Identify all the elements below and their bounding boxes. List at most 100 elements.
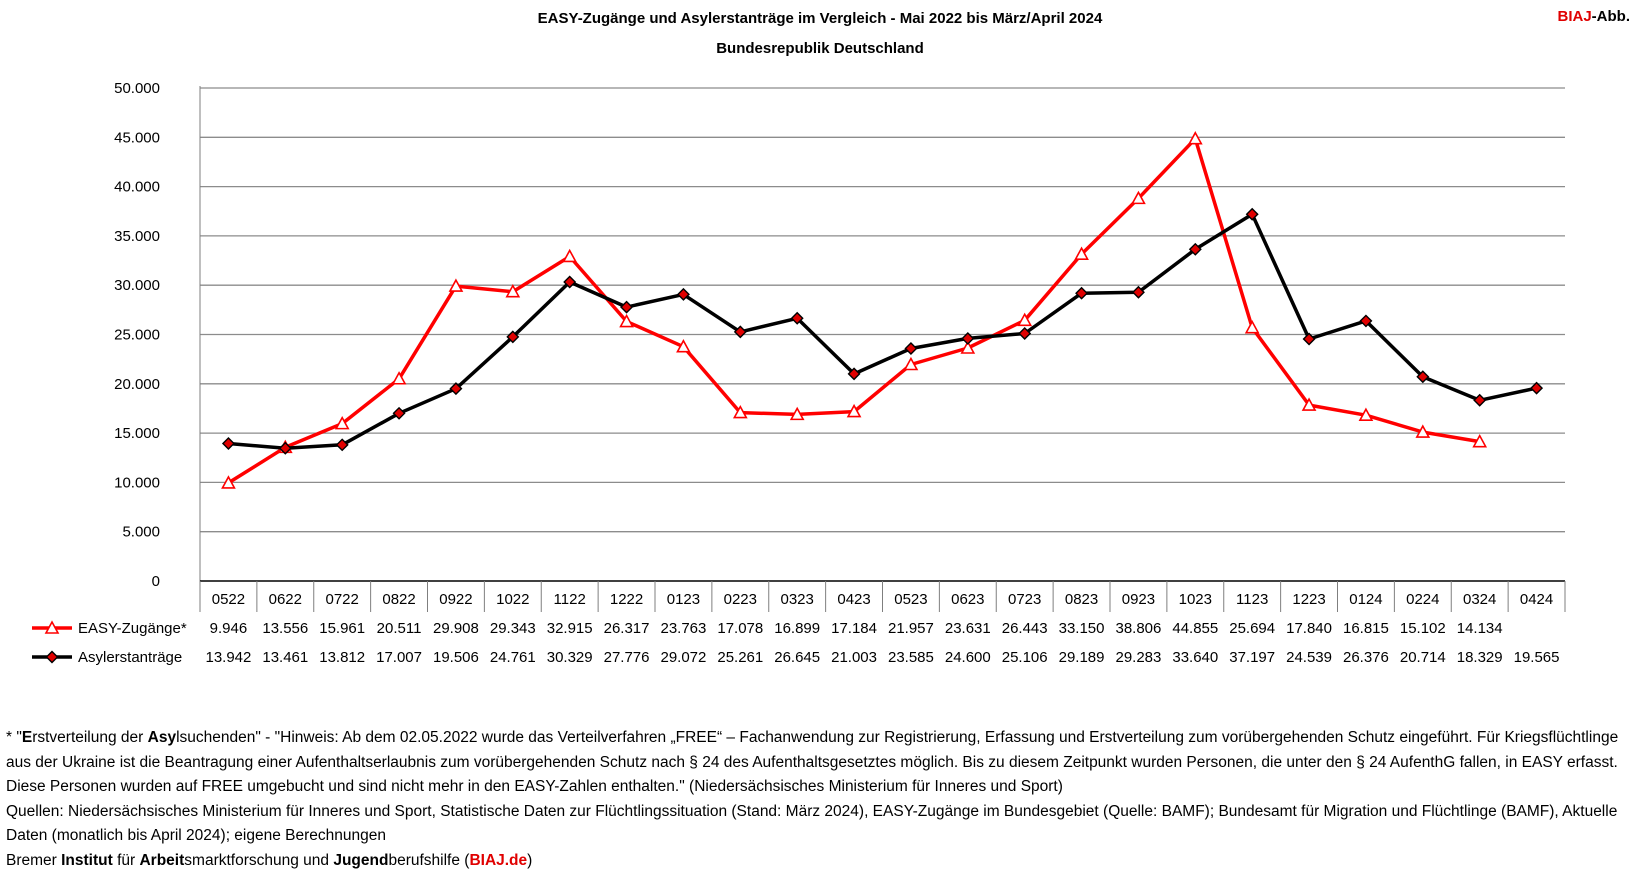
biaj-brand: BIAJ — [1557, 8, 1592, 25]
data-label: 18.329 — [1457, 649, 1503, 666]
marker-triangle — [676, 339, 691, 353]
marker-triangle — [903, 356, 919, 371]
data-label: 29.072 — [660, 649, 706, 666]
inst-text-2: für — [112, 851, 140, 869]
marker-diamond — [1530, 381, 1544, 395]
y-tick-label: 5.000 — [122, 524, 160, 541]
x-tick-label: 1023 — [1179, 591, 1212, 608]
data-label: 21.957 — [888, 620, 934, 637]
marker-triangle — [562, 248, 578, 263]
data-label: 24.761 — [490, 649, 536, 666]
biaj-link[interactable]: BIAJ.de — [469, 851, 528, 869]
x-tick-label: 0823 — [1065, 591, 1098, 608]
data-table: 0522 0622 0722 0822 0922 1022 1122 1222 0123 0223… — [32, 580, 1566, 666]
data-label: 32.915 — [547, 620, 593, 637]
marker-diamond — [1245, 207, 1259, 221]
x-tick-label: 0124 — [1349, 591, 1382, 608]
data-label: 20.714 — [1400, 649, 1446, 666]
marker-diamond — [563, 275, 577, 289]
x-tick-label: 0722 — [326, 591, 359, 608]
marker-diamond — [904, 341, 918, 355]
marker-triangle — [1187, 131, 1203, 145]
data-label: 30.329 — [547, 649, 593, 666]
x-tick-label: 1222 — [610, 591, 643, 608]
y-axis: 0 5.000 10.000 15.000 20.000 25.000 30.000 35.0… — [114, 80, 201, 590]
marker-triangle — [1415, 424, 1431, 438]
data-label: 26.443 — [1002, 620, 1048, 637]
data-label: 19.506 — [433, 649, 479, 666]
marker-triangle — [619, 313, 634, 328]
data-label: 20.511 — [377, 620, 422, 637]
data-label: 24.539 — [1286, 649, 1332, 666]
y-tick-label: 0 — [152, 573, 160, 590]
marker-diamond — [1416, 370, 1430, 384]
data-label: 25.261 — [717, 649, 763, 666]
y-tick-label: 45.000 — [114, 129, 160, 146]
inst-text-4: berufshilfe ( — [388, 851, 470, 869]
marker-diamond — [1473, 393, 1487, 407]
inst-bold-2: Arbeit — [139, 851, 185, 869]
marker-diamond — [335, 438, 349, 452]
x-tick-label: 0723 — [1008, 591, 1041, 608]
marker-triangle — [221, 475, 236, 489]
marker-triangle — [732, 404, 748, 419]
x-tick-label: 0623 — [951, 591, 984, 608]
marker-diamond — [961, 331, 975, 345]
x-tick-label: 1122 — [554, 591, 586, 608]
inst-bold-1: Institut — [61, 851, 113, 869]
data-label: 23.763 — [660, 620, 706, 637]
x-tick-label: 0123 — [667, 591, 700, 608]
marker-diamond — [1188, 242, 1202, 256]
marker-triangle — [1301, 397, 1317, 411]
data-label: 27.776 — [604, 649, 650, 666]
data-label: 26.376 — [1343, 649, 1389, 666]
note-text-2: lsuchenden" - "Hinweis: Ab dem 02.05.202… — [6, 729, 1619, 795]
data-label: 14.134 — [1457, 620, 1503, 637]
line-chart: 0 5.000 10.000 15.000 20.000 25.000 30.000 35.0… — [32, 80, 1566, 666]
marker-triangle — [391, 371, 407, 385]
data-label: 44.855 — [1172, 620, 1218, 637]
marker-triangle — [1244, 319, 1260, 334]
marker-triangle — [1131, 190, 1146, 205]
data-label: 29.343 — [490, 620, 536, 637]
note-star: * " — [6, 729, 22, 746]
data-label: 29.908 — [433, 620, 479, 637]
marker-diamond — [449, 382, 463, 396]
inst-text-5: ) — [527, 851, 533, 869]
footnote-institute: Bremer Institut für Arbeitsmarktforschun… — [6, 849, 1636, 874]
marker-triangle — [789, 406, 805, 421]
marker-diamond — [506, 330, 520, 344]
marker-triangle — [44, 620, 60, 634]
data-label: 37.197 — [1229, 649, 1275, 666]
marker-triangle — [448, 278, 464, 292]
x-tick-label: 1123 — [1236, 591, 1268, 608]
y-tick-label: 25.000 — [114, 327, 160, 344]
x-tick-label: 0523 — [894, 591, 927, 608]
data-label: 33.150 — [1059, 620, 1105, 637]
note-bold-e: E — [21, 729, 33, 746]
marker-triangle — [846, 403, 862, 418]
footnote-sources: Quellen: Niedersächsisches Ministerium f… — [6, 802, 1618, 845]
marker-triangle — [1017, 312, 1033, 327]
marker-diamond — [1018, 326, 1032, 340]
marker-diamond — [790, 311, 804, 325]
x-tick-label: 1022 — [496, 591, 529, 608]
series-lines — [221, 131, 1544, 489]
data-label: 24.600 — [945, 649, 991, 666]
marker-diamond — [278, 441, 292, 455]
marker-triangle — [334, 415, 350, 430]
marker-diamond — [1131, 285, 1145, 299]
marker-triangle — [505, 284, 521, 298]
legend-label: Asylerstanträge — [78, 649, 182, 666]
inst-bold-3: Jugend — [333, 851, 389, 869]
y-tick-label: 40.000 — [114, 179, 160, 196]
marker-diamond — [221, 437, 235, 451]
data-label: 16.899 — [774, 620, 820, 637]
data-label: 38.806 — [1115, 620, 1161, 637]
data-label: 26.317 — [604, 620, 650, 637]
y-tick-label: 15.000 — [114, 425, 160, 442]
marker-triangle — [1472, 433, 1488, 448]
marker-diamond — [733, 325, 747, 339]
inst-text-1: Bremer — [6, 851, 62, 869]
y-tick-label: 20.000 — [114, 376, 160, 393]
